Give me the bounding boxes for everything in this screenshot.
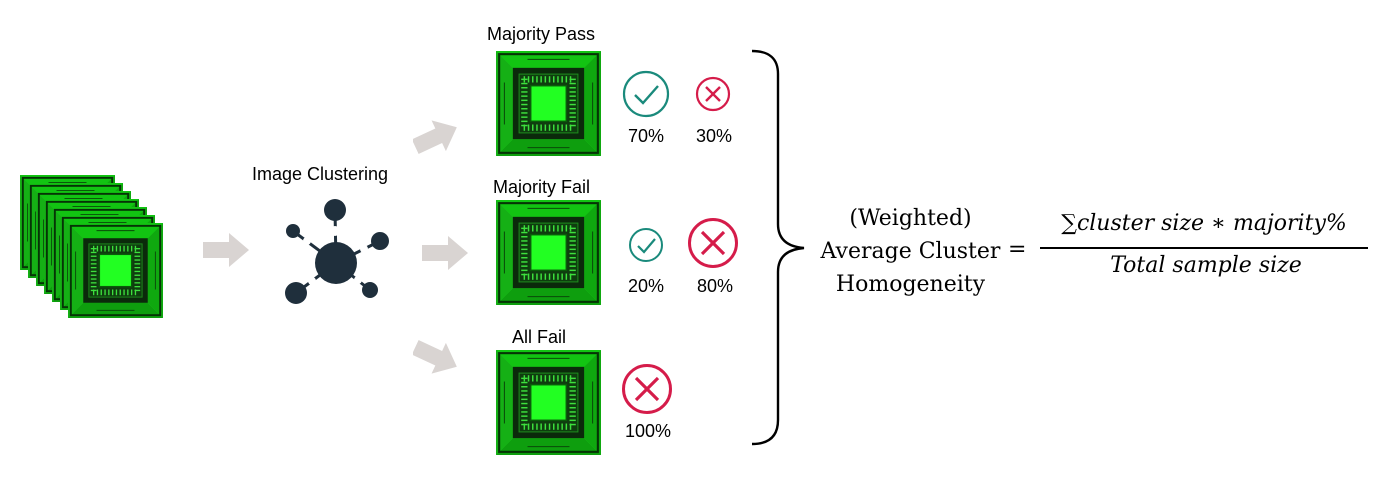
formula-lhs-line3: Homogeneity xyxy=(835,272,986,297)
cluster-title: Majority Fail xyxy=(493,177,591,197)
right-arrow-icon xyxy=(203,233,249,267)
chip-image xyxy=(496,51,601,156)
formula-lhs-line1: (Weighted) xyxy=(849,206,972,231)
cluster-network-icon xyxy=(285,199,389,304)
cluster-title: All Fail xyxy=(512,327,567,347)
formula-lhs: (Weighted) Average Cluster Homogeneity xyxy=(808,202,1013,301)
formula-lhs-line2: Average Cluster xyxy=(820,239,1001,264)
equals-sign: = xyxy=(1008,237,1027,262)
check-circle-icon xyxy=(622,70,670,118)
up-right-arrow-icon xyxy=(413,120,459,154)
fraction-bar xyxy=(1040,247,1368,249)
input-image-stack xyxy=(20,175,165,320)
fail-percentage: 30% xyxy=(695,126,733,146)
chip-image xyxy=(496,350,601,455)
formula-numerator: ∑cluster size ∗ majority% xyxy=(1038,211,1370,236)
pass-percentage: 70% xyxy=(627,126,665,146)
fail-percentage: 80% xyxy=(696,276,734,296)
x-circle-icon xyxy=(688,218,738,268)
numerator-text: cluster size ∗ majority% xyxy=(1076,211,1347,236)
formula-denominator: Total sample size xyxy=(1110,253,1302,278)
clustering-label: Image Clustering xyxy=(252,164,389,184)
chip-image xyxy=(496,200,601,305)
x-circle-icon xyxy=(622,364,672,414)
chip-image xyxy=(68,223,163,318)
right-arrow-icon xyxy=(422,236,468,270)
x-circle-icon xyxy=(695,76,731,112)
down-right-arrow-icon xyxy=(413,340,459,374)
pass-percentage: 20% xyxy=(627,276,665,296)
check-circle-icon xyxy=(629,228,663,262)
cluster-title: Majority Pass xyxy=(487,24,596,44)
right-brace xyxy=(751,49,805,446)
sum-symbol: ∑ xyxy=(1061,211,1077,236)
fail-percentage: 100% xyxy=(624,421,672,441)
